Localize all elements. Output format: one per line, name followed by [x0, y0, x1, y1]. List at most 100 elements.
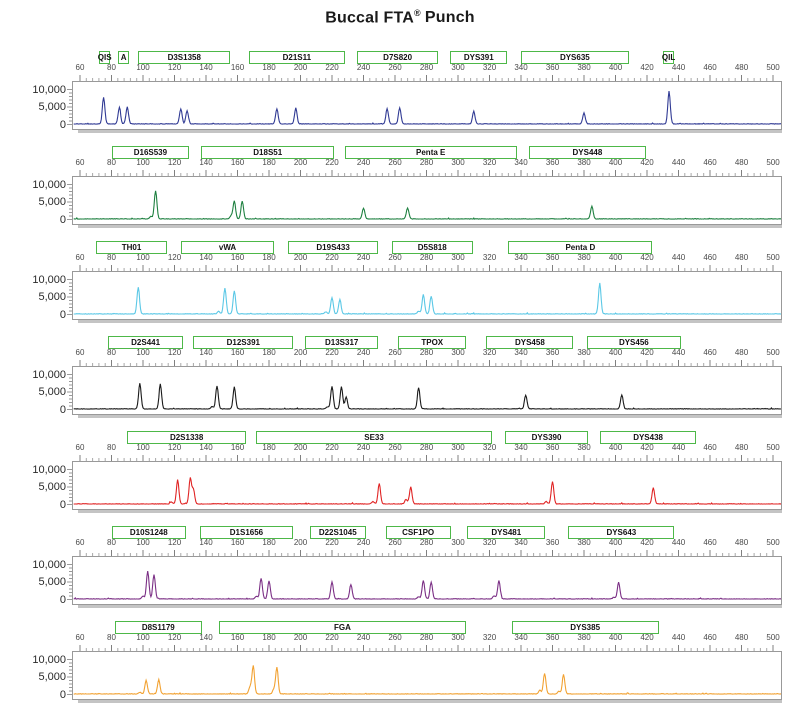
marker-box-D10S1248: D10S1248	[111, 526, 187, 539]
marker-box-TH01: TH01	[95, 241, 168, 254]
trace-green	[73, 190, 781, 220]
marker-label: DYS456	[618, 338, 649, 347]
marker-label: CSF1PO	[402, 528, 435, 537]
x-tick-label: 460	[703, 538, 717, 547]
x-tick-label: 240	[356, 348, 371, 357]
x-tick-label: 400	[608, 633, 623, 642]
marker-label: D18S51	[253, 148, 283, 157]
x-tick-label: 200	[293, 348, 308, 357]
marker-label: TH01	[121, 243, 142, 252]
page-title: Buccal FTA® Punch	[0, 8, 800, 27]
marker-label: TPOX	[421, 338, 444, 347]
marker-label: D12S391	[226, 338, 260, 347]
marker-box-D21S11: D21S11	[248, 51, 346, 64]
panel-red: D2S1338 SE33 DYS390 DYS438 60 80 100 120 140 160 1…	[0, 430, 800, 525]
marker-box-DYS390: DYS390	[505, 431, 588, 444]
x-tick-label: 140	[199, 443, 213, 452]
marker-label: vWA	[218, 243, 237, 252]
x-tick-label: 320	[482, 158, 497, 167]
x-tick-label: 380	[577, 253, 591, 262]
x-tick-label: 120	[167, 443, 182, 452]
marker-label: SE33	[364, 433, 384, 442]
marker-box-D3S1358: D3S1358	[138, 51, 231, 64]
y-tick-label: 10,000	[32, 178, 66, 191]
x-tick-label: 300	[451, 633, 465, 642]
x-tick-label: 240	[356, 63, 371, 72]
panel-black: D2S441 D12S391 D13S317 TPOX DYS458 DYS456 60 80…	[0, 335, 800, 430]
x-tick-label: 120	[167, 158, 182, 167]
marker-label: Penta D	[565, 243, 596, 252]
x-tick-label: 480	[734, 633, 749, 642]
x-tick-label: 100	[136, 158, 150, 167]
x-tick-label: 200	[293, 63, 308, 72]
marker-box-DYS635: DYS635	[521, 51, 629, 64]
x-tick-label: 380	[577, 158, 591, 167]
x-tick-label: 360	[545, 538, 560, 547]
marker-label: D13S317	[325, 338, 359, 347]
marker-label: D2S441	[131, 338, 161, 347]
x-tick-label: 460	[703, 443, 717, 452]
x-tick-label: 160	[230, 158, 245, 167]
marker-label: QIS	[97, 53, 112, 62]
title-main: Buccal FTA	[325, 9, 415, 27]
x-tick-label: 140	[199, 348, 213, 357]
x-tick-label: 480	[734, 443, 749, 452]
x-tick-label: 200	[293, 253, 308, 262]
marker-label: D3S1358	[167, 53, 201, 62]
trace-orange	[73, 665, 781, 695]
x-tick-label: 400	[608, 253, 623, 262]
marker-box-FGA: FGA	[218, 621, 467, 634]
x-tick-label: 340	[514, 443, 528, 452]
x-tick-label: 320	[482, 253, 497, 262]
marker-box-TPOX: TPOX	[398, 336, 467, 349]
x-tick-label: 80	[107, 633, 116, 642]
x-tick-label: 80	[107, 443, 116, 452]
panel-green: D16S539 D18S51 Penta E DYS448 60 80 100 120 140 1…	[0, 145, 800, 240]
x-tick-label: 500	[766, 63, 780, 72]
marker-box-DYS458: DYS458	[486, 336, 574, 349]
x-tick-label: 420	[640, 63, 654, 72]
marker-label: DYS391	[463, 53, 494, 62]
x-tick-label: 440	[671, 443, 686, 452]
x-tick-label: 340	[514, 158, 528, 167]
marker-box-vWA: vWA	[180, 241, 275, 254]
x-tick-label: 180	[262, 158, 276, 167]
x-tick-label: 140	[199, 63, 213, 72]
x-tick-label: 220	[325, 158, 339, 167]
x-tick-label: 360	[545, 633, 560, 642]
marker-label: DYS448	[572, 148, 603, 157]
marker-label: D5S818	[417, 243, 447, 252]
trace-blue	[73, 91, 781, 125]
x-tick-label: 360	[545, 443, 560, 452]
marker-box-DYS481: DYS481	[467, 526, 546, 539]
trace-red	[73, 477, 781, 505]
marker-label: D8S1179	[141, 623, 175, 632]
marker-box-D1S1656: D1S1656	[199, 526, 294, 539]
y-tick-label: 10,000	[32, 83, 66, 96]
x-tick-label: 120	[167, 63, 182, 72]
x-tick-label: 300	[451, 443, 465, 452]
x-tick-label: 440	[671, 633, 686, 642]
x-tick-label: 440	[671, 253, 686, 262]
panel-orange-plot	[67, 645, 782, 703]
x-tick-label: 320	[482, 538, 497, 547]
x-tick-label: 460	[703, 158, 717, 167]
marker-box-D22S1045: D22S1045	[309, 526, 366, 539]
x-tick-label: 320	[482, 348, 497, 357]
x-tick-label: 400	[608, 538, 623, 547]
x-tick-label: 220	[325, 443, 339, 452]
x-tick-label: 400	[608, 443, 623, 452]
x-tick-label: 460	[703, 253, 717, 262]
x-tick-label: 140	[199, 158, 213, 167]
x-tick-label: 480	[734, 253, 749, 262]
marker-label: D22S1045	[318, 528, 357, 537]
x-tick-label: 280	[419, 633, 434, 642]
x-tick-label: 120	[167, 538, 182, 547]
x-tick-label: 300	[451, 158, 465, 167]
y-tick-label: 10,000	[32, 273, 66, 286]
x-tick-label: 300	[451, 348, 465, 357]
x-tick-label: 260	[388, 158, 402, 167]
x-tick-label: 280	[419, 348, 434, 357]
marker-label: DYS438	[633, 433, 663, 442]
y-tick-label: 0	[59, 118, 66, 131]
